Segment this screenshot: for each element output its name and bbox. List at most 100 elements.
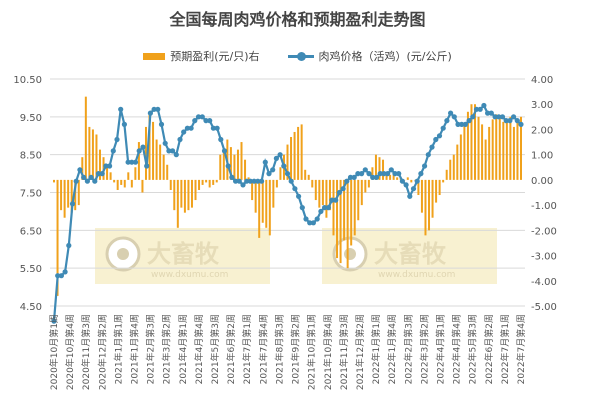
profit-bar: [382, 159, 385, 180]
y-right-tick-label: 2.00: [531, 125, 553, 136]
price-point: [103, 163, 109, 169]
profit-bar: [360, 179, 363, 206]
price-point: [510, 114, 517, 120]
price-point: [132, 159, 139, 165]
profit-bar: [254, 179, 257, 213]
price-point: [77, 167, 83, 173]
price-point: [229, 174, 235, 180]
price-point: [455, 121, 461, 127]
profit-bar: [169, 179, 172, 190]
chart-title: 全国每周肉鸡价格和预期盈利走势图: [169, 10, 426, 29]
price-point: [359, 171, 365, 177]
profit-bar: [63, 179, 66, 218]
profit-bar: [70, 179, 73, 213]
profit-bar: [123, 179, 126, 188]
profit-bar: [222, 152, 225, 180]
profit-bar: [420, 179, 423, 213]
price-point: [266, 171, 272, 177]
profit-bar: [353, 179, 356, 236]
profit-bar: [350, 179, 353, 246]
profit-bar: [88, 126, 91, 180]
price-point: [181, 129, 187, 135]
price-point: [125, 159, 131, 165]
profit-bar: [81, 157, 84, 180]
x-tick-label: 2022年7月第4周: [515, 314, 527, 384]
x-tick-label: 2022年1月第4周: [386, 314, 398, 384]
profit-bar: [488, 126, 491, 180]
profit-bar: [424, 179, 427, 236]
profit-bar: [332, 179, 335, 236]
profit-bar: [106, 167, 109, 180]
x-tick-label: 2021年7月第1周: [241, 314, 253, 384]
profit-bar: [290, 137, 293, 180]
y-right-tick-label: 4.00: [531, 75, 553, 86]
price-point: [69, 201, 76, 207]
price-point: [84, 178, 90, 184]
x-tick-label: 2022年3月第2周: [418, 314, 430, 384]
profit-bar: [159, 144, 162, 180]
profit-bar: [201, 179, 204, 185]
profit-bar: [435, 179, 438, 203]
profit-bar: [512, 126, 515, 180]
price-point: [173, 152, 179, 158]
x-tick-label: 2021年1月第4周: [129, 314, 141, 384]
watermark-logo-dot-0: [117, 248, 129, 260]
price-point: [210, 125, 216, 131]
price-point: [307, 220, 313, 226]
profit-bar: [438, 179, 441, 196]
y-right-tick-label: -5.00: [531, 302, 557, 313]
x-tick-label: 2021年12月第2周: [354, 314, 366, 390]
price-point: [136, 148, 142, 154]
price-point: [147, 110, 153, 116]
profit-bar: [187, 179, 190, 211]
profit-bar: [205, 179, 208, 183]
legend-label-price: 肉鸡价格（活鸡）(元/公斤): [318, 50, 452, 63]
profit-bar: [392, 172, 395, 180]
price-point: [95, 171, 102, 177]
x-tick-label: 2021年4月第1周: [177, 314, 189, 384]
profit-bar: [166, 164, 169, 180]
profit-bar: [173, 179, 176, 211]
profit-bar: [127, 172, 130, 180]
profit-bar: [162, 154, 165, 180]
profit-bar: [339, 179, 342, 264]
price-point: [184, 125, 190, 131]
profit-bar: [389, 174, 392, 180]
profit-bar: [265, 179, 268, 228]
profit-bar: [314, 179, 317, 201]
y-right-tick-label: 3.00: [531, 100, 553, 111]
price-point: [418, 171, 424, 177]
price-point: [292, 186, 298, 192]
price-point: [73, 178, 79, 184]
profit-bar: [134, 167, 137, 180]
x-tick-label: 2021年9月第2周: [290, 314, 302, 384]
price-point: [351, 174, 357, 180]
x-tick-label: 2020年10月第1周: [48, 314, 60, 390]
profit-bar: [95, 134, 98, 180]
price-point: [177, 136, 183, 143]
price-point: [121, 121, 127, 127]
profit-bar: [258, 179, 261, 238]
watermark-url-1: www.dxumu.com: [378, 270, 455, 280]
price-point: [503, 118, 509, 124]
profit-bar: [452, 154, 455, 180]
profit-bar: [307, 174, 310, 180]
price-point: [66, 242, 72, 249]
profit-bar: [229, 147, 232, 180]
price-point: [451, 114, 457, 120]
x-tick-label: 2021年8月第3周: [273, 314, 285, 384]
profit-bar: [152, 121, 155, 180]
price-point: [273, 155, 279, 161]
profit-bar: [385, 172, 388, 180]
price-point: [344, 178, 350, 184]
profit-bar: [484, 139, 487, 180]
price-point: [51, 318, 57, 324]
profit-bar: [251, 179, 254, 201]
profit-bar: [491, 119, 494, 180]
profit-bar: [428, 179, 431, 231]
price-point: [170, 148, 176, 154]
profit-bar: [459, 134, 462, 180]
profit-bar: [116, 179, 119, 190]
profit-bar: [212, 179, 215, 185]
